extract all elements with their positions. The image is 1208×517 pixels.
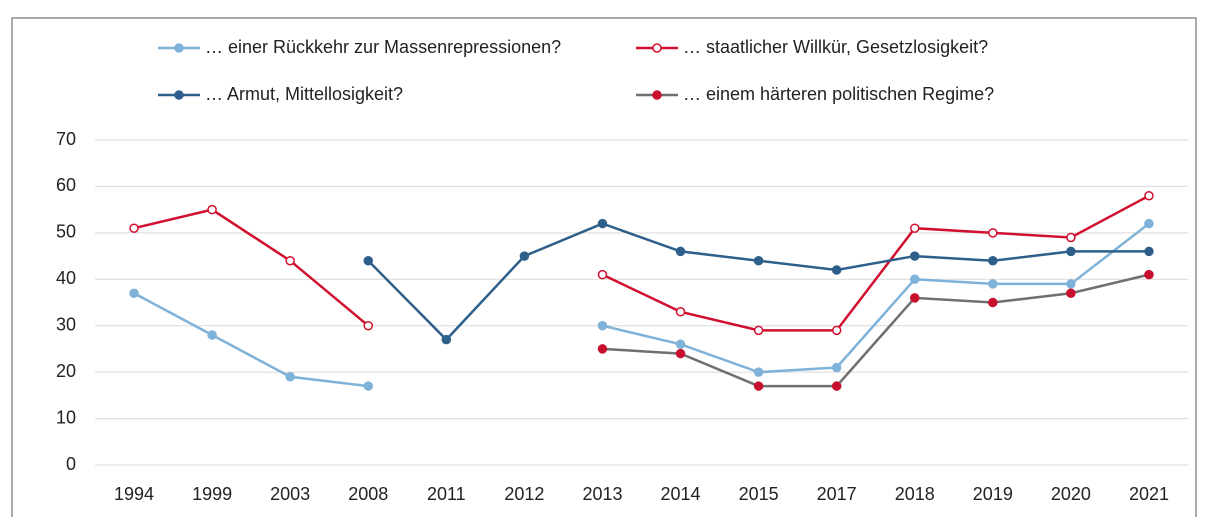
data-point [597, 218, 608, 229]
data-point [285, 255, 295, 266]
data-point [207, 204, 217, 215]
data-point [753, 255, 764, 266]
x-tick-label: 1999 [192, 484, 232, 504]
data-point [831, 325, 842, 336]
x-tick-label: 2019 [973, 484, 1013, 504]
data-point [363, 320, 373, 331]
data-point [988, 279, 998, 289]
data-point [988, 297, 998, 308]
data-point [675, 339, 686, 350]
chart-frame [11, 17, 1197, 517]
data-point [519, 251, 530, 261]
data-point [129, 223, 139, 233]
y-tick-label: 70 [56, 129, 76, 149]
legend-marker [174, 43, 184, 53]
y-tick-label: 0 [66, 454, 76, 474]
data-point [753, 381, 764, 391]
data-point [753, 367, 764, 377]
data-point [441, 334, 452, 345]
legend-marker [652, 43, 662, 53]
data-point [129, 288, 139, 298]
x-tick-label: 2011 [427, 484, 466, 504]
data-point [910, 274, 920, 285]
data-point [597, 269, 608, 280]
x-tick-label: 2014 [661, 484, 701, 504]
data-point [363, 255, 373, 266]
data-point [1066, 279, 1076, 289]
data-point [597, 344, 608, 354]
y-tick-label: 10 [56, 407, 76, 427]
data-point [597, 320, 608, 331]
series-line [602, 273, 1150, 388]
data-point [910, 251, 920, 261]
x-tick-label: 2018 [895, 484, 935, 504]
data-point [207, 330, 217, 340]
legend-label: … staatlicher Willkür, Gesetzlosigkeit? [683, 37, 988, 57]
x-tick-label: 2003 [270, 484, 310, 504]
data-point [1066, 288, 1076, 298]
y-tick-label: 60 [56, 175, 76, 195]
data-point [753, 325, 764, 336]
x-tick-label: 2012 [504, 484, 544, 504]
data-point [675, 307, 686, 317]
series-line [133, 222, 1150, 388]
x-tick-label: 2015 [739, 484, 779, 504]
data-point [988, 255, 998, 266]
data-point [1144, 246, 1154, 257]
data-point [675, 246, 686, 257]
data-point [831, 265, 842, 275]
data-point [1066, 232, 1076, 243]
data-point [1144, 269, 1154, 280]
data-point [1066, 246, 1076, 257]
data-point [285, 372, 295, 382]
x-tick-label: 1994 [114, 484, 154, 504]
legend-label: … einem härteren politischen Regime? [683, 84, 994, 104]
data-point [910, 223, 920, 233]
data-point [363, 381, 373, 391]
data-point [1144, 218, 1154, 229]
legend-marker [174, 90, 184, 100]
data-point [831, 381, 842, 391]
data-point [910, 293, 920, 303]
x-tick-label: 2021 [1129, 484, 1169, 504]
y-tick-label: 50 [56, 222, 76, 242]
legend-marker [652, 90, 662, 100]
x-tick-label: 2017 [817, 484, 857, 504]
data-point [831, 362, 842, 373]
series-line [133, 194, 1150, 332]
legend-label: … einer Rückkehr zur Massenrepressionen? [205, 37, 561, 57]
y-tick-label: 30 [56, 314, 76, 334]
legend-label: … Armut, Mittellosigkeit? [205, 84, 403, 104]
x-tick-label: 2008 [348, 484, 388, 504]
x-tick-label: 2013 [582, 484, 622, 504]
data-point [988, 228, 998, 238]
x-tick-label: 2020 [1051, 484, 1091, 504]
data-point [675, 348, 686, 359]
data-point [1144, 190, 1154, 201]
y-tick-label: 20 [56, 361, 76, 381]
y-tick-label: 40 [56, 268, 76, 288]
